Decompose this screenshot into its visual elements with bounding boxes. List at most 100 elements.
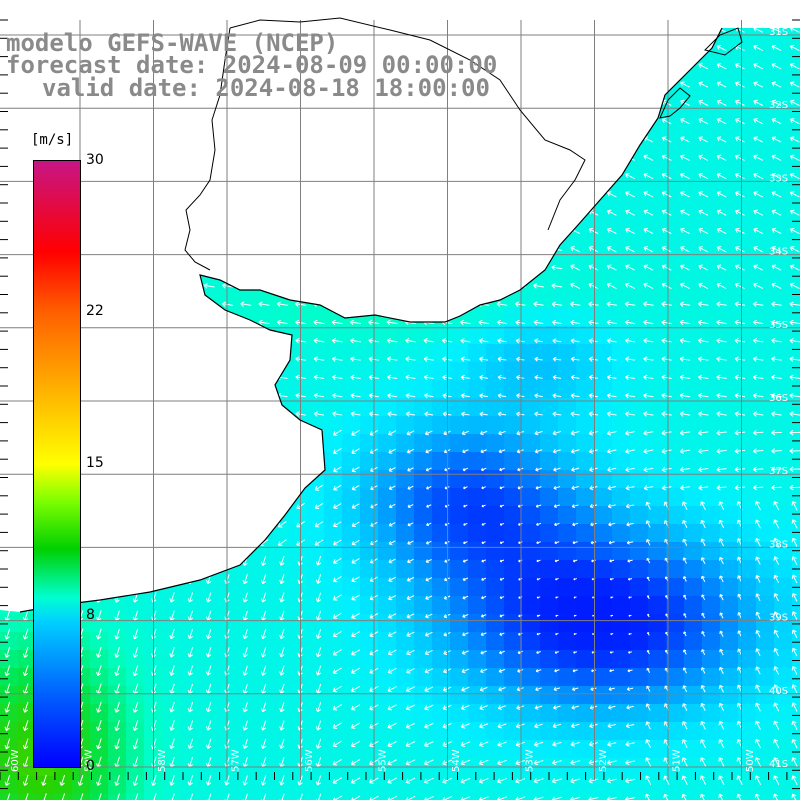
wind-arrow xyxy=(131,483,141,492)
wind-arrow xyxy=(277,484,287,491)
wind-arrow xyxy=(149,374,160,381)
wind-arrow xyxy=(223,502,232,510)
wind-arrow xyxy=(112,155,123,161)
wind-arrow xyxy=(496,63,508,69)
wind-speed-cell xyxy=(522,614,541,633)
wind-arrow xyxy=(496,45,508,51)
wind-speed-cell xyxy=(594,596,613,615)
wind-arrow xyxy=(386,191,398,198)
wind-speed-cell xyxy=(432,578,451,597)
wind-speed-cell xyxy=(468,128,487,147)
wind-speed-cell xyxy=(198,614,217,633)
wind-speed-cell xyxy=(450,794,469,800)
wind-arrow xyxy=(223,429,232,437)
wind-arrow xyxy=(258,356,270,362)
wind-speed-cell xyxy=(504,452,523,471)
wind-speed-cell xyxy=(450,146,469,165)
wind-speed-cell xyxy=(234,326,253,345)
wind-speed-cell xyxy=(666,704,685,723)
wind-speed-cell xyxy=(414,146,433,165)
wind-speed-cell xyxy=(792,200,800,219)
wind-speed-cell xyxy=(594,542,613,561)
wind-arrow xyxy=(716,227,727,235)
wind-speed-cell xyxy=(342,668,361,687)
wind-speed-cell xyxy=(756,362,775,381)
wind-speed-cell xyxy=(198,704,217,723)
wind-speed-cell xyxy=(342,218,361,237)
wind-arrow xyxy=(386,136,398,143)
wind-arrow xyxy=(241,447,251,455)
wind-arrow xyxy=(533,100,544,106)
wind-speed-cell xyxy=(720,146,739,165)
wind-speed-cell xyxy=(180,524,199,543)
wind-speed-cell xyxy=(468,542,487,561)
wind-speed-cell xyxy=(234,794,253,800)
wind-speed-cell xyxy=(342,416,361,435)
wind-speed-cell xyxy=(576,380,595,399)
wind-speed-cell xyxy=(612,236,631,255)
wind-arrow xyxy=(533,191,544,198)
wind-arrow xyxy=(222,264,233,271)
wind-speed-cell xyxy=(666,92,685,111)
wind-speed-cell xyxy=(360,182,379,201)
wind-speed-cell xyxy=(684,110,703,129)
wind-arrow xyxy=(94,411,105,417)
wind-speed-cell xyxy=(630,524,649,543)
wind-speed-cell xyxy=(684,416,703,435)
wind-speed-cell xyxy=(180,470,199,489)
wind-arrow xyxy=(185,173,197,179)
wind-arrow xyxy=(185,228,197,234)
wind-speed-cell xyxy=(216,650,235,669)
wind-speed-cell xyxy=(666,398,685,417)
wind-speed-cell xyxy=(162,326,181,345)
wind-speed-cell xyxy=(378,794,397,800)
wind-arrow xyxy=(478,136,489,143)
wind-arrow xyxy=(533,209,544,216)
wind-arrow xyxy=(130,338,142,344)
wind-arrow xyxy=(130,155,142,161)
wind-speed-cell xyxy=(324,236,343,255)
wind-arrow xyxy=(625,209,635,216)
wind-arrow xyxy=(643,227,654,235)
wind-speed-cell xyxy=(162,560,181,579)
wind-arrow xyxy=(551,81,563,88)
wind-speed-cell xyxy=(540,524,559,543)
wind-speed-cell xyxy=(522,290,541,309)
lat-label: 39S xyxy=(769,613,788,624)
wind-speed-cell xyxy=(468,524,487,543)
wind-speed-cell xyxy=(648,794,667,800)
wind-speed-cell xyxy=(180,290,199,309)
wind-speed-cell xyxy=(666,344,685,363)
wind-arrow xyxy=(241,484,251,492)
wind-speed-cell xyxy=(792,704,800,723)
wind-speed-cell xyxy=(702,704,721,723)
wind-speed-cell xyxy=(270,416,289,435)
wind-speed-cell xyxy=(216,704,235,723)
wind-arrow xyxy=(349,319,362,326)
wind-speed-cell xyxy=(198,686,217,705)
wind-arrow xyxy=(588,63,599,70)
colorbar-tick-0: 0 xyxy=(86,758,95,774)
wind-speed-cell xyxy=(126,524,145,543)
wind-speed-cell xyxy=(522,704,541,723)
wind-arrow xyxy=(313,209,325,216)
wind-speed-cell xyxy=(414,200,433,219)
wind-speed-cell xyxy=(306,740,325,759)
wind-speed-cell xyxy=(198,452,217,471)
wind-speed-cell xyxy=(540,182,559,201)
wind-speed-cell xyxy=(180,434,199,453)
wind-speed-cell xyxy=(756,236,775,255)
wind-arrow xyxy=(20,392,32,399)
wind-speed-cell xyxy=(756,722,775,741)
wind-speed-cell xyxy=(198,290,217,309)
wind-speed-cell xyxy=(504,524,523,543)
wind-speed-cell xyxy=(756,686,775,705)
wind-speed-cell xyxy=(108,506,127,525)
wind-speed-cell xyxy=(630,542,649,561)
wind-arrow xyxy=(753,118,764,125)
wind-arrow xyxy=(94,283,105,289)
wind-speed-cell xyxy=(756,128,775,147)
wind-arrow xyxy=(148,319,160,326)
wind-speed-cell xyxy=(594,434,613,453)
wind-speed-cell xyxy=(126,434,145,453)
